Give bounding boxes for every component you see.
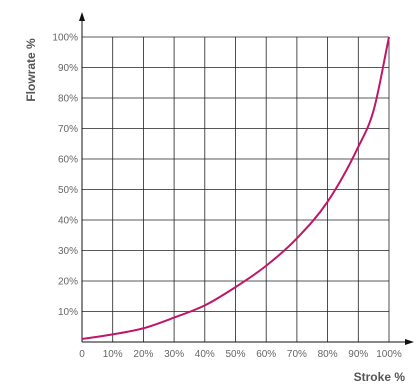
x-tick-label: 90% xyxy=(348,349,368,360)
x-axis-title: Stroke % xyxy=(354,370,406,384)
y-tick-label: 70% xyxy=(58,124,78,135)
y-tick-label: 80% xyxy=(58,94,78,105)
y-tick-label: 90% xyxy=(58,63,78,74)
x-tick-label: 80% xyxy=(318,349,338,360)
x-tick-label: 40% xyxy=(195,349,215,360)
x-tick-label: 60% xyxy=(256,349,276,360)
y-tick-label: 60% xyxy=(58,155,78,166)
flowrate-curve xyxy=(81,36,390,340)
x-tick-label: 0 xyxy=(79,349,85,360)
x-axis-arrow xyxy=(405,339,414,345)
y-tick-labels: 10% 20% 30% 40% 50% 60% 70% 80% 90% 100% xyxy=(52,33,78,319)
y-tick-label: 10% xyxy=(58,307,78,318)
x-tick-label: 50% xyxy=(225,349,245,360)
x-tick-label: 70% xyxy=(287,349,307,360)
y-tick-label: 20% xyxy=(58,277,78,288)
y-tick-label: 100% xyxy=(52,33,78,44)
x-tick-labels: 0 10% 20% 30% 40% 50% 60% 70% 80% 90% 100% xyxy=(79,349,402,360)
x-tick-label: 100% xyxy=(376,349,402,360)
x-tick-label: 20% xyxy=(133,349,153,360)
y-tick-label: 30% xyxy=(58,246,78,257)
y-tick-label: 50% xyxy=(58,185,78,196)
y-axis-title: Flowrate % xyxy=(24,38,38,102)
y-tick-label: 40% xyxy=(58,216,78,227)
horizontal-gridlines xyxy=(82,36,389,312)
x-tick-label: 10% xyxy=(103,349,123,360)
x-tick-label: 30% xyxy=(164,349,184,360)
y-axis-arrow xyxy=(79,12,85,21)
